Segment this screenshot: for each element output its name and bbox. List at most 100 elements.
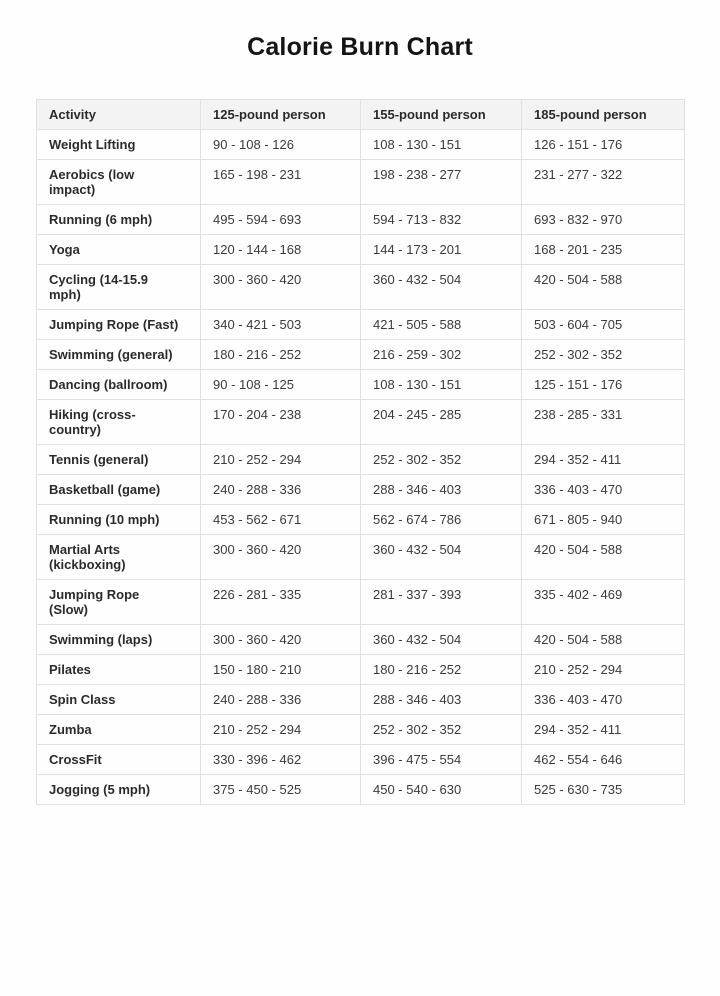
calories-cell: 450 - 540 - 630 [360,774,522,805]
calories-cell: 252 - 302 - 352 [360,714,522,745]
calories-cell: 671 - 805 - 940 [521,504,685,535]
calories-cell: 421 - 505 - 588 [360,309,522,340]
table-row: Aerobics (low impact) 165 - 198 - 231 198 … [36,159,685,205]
activity-cell: Hiking (cross- country) [36,399,201,445]
calories-cell: 108 - 130 - 151 [360,129,522,160]
table-row: Jogging (5 mph) 375 - 450 - 525 450 - 540 … [36,774,685,805]
calories-cell: 198 - 238 - 277 [360,159,522,205]
calories-cell: 396 - 475 - 554 [360,744,522,775]
activity-cell: Basketball (game) [36,474,201,505]
page-title: Calorie Burn Chart [247,33,473,61]
calories-cell: 420 - 504 - 588 [521,264,685,310]
table-row: Cycling (14-15.9 mph) 300 - 360 - 420 360 … [36,264,685,310]
calories-cell: 562 - 674 - 786 [360,504,522,535]
activity-cell: Cycling (14-15.9 mph) [36,264,201,310]
activity-cell: Jogging (5 mph) [36,774,201,805]
calories-cell: 210 - 252 - 294 [521,654,685,685]
calories-cell: 693 - 832 - 970 [521,204,685,235]
calories-cell: 525 - 630 - 735 [521,774,685,805]
calories-cell: 300 - 360 - 420 [200,264,361,310]
calories-cell: 150 - 180 - 210 [200,654,361,685]
table-row: Running (10 mph) 453 - 562 - 671 562 - 674… [36,504,685,535]
calories-cell: 240 - 288 - 336 [200,474,361,505]
activity-cell: Tennis (general) [36,444,201,475]
calories-cell: 330 - 396 - 462 [200,744,361,775]
calories-cell: 210 - 252 - 294 [200,714,361,745]
calories-cell: 226 - 281 - 335 [200,579,361,625]
column-header-155-pound: 155-pound person [360,99,522,130]
calories-cell: 294 - 352 - 411 [521,444,685,475]
calories-cell: 375 - 450 - 525 [200,774,361,805]
calories-cell: 180 - 216 - 252 [360,654,522,685]
table-row: Zumba 210 - 252 - 294 252 - 302 - 352 294 -… [36,714,685,745]
column-header-185-pound: 185-pound person [521,99,685,130]
calories-cell: 360 - 432 - 504 [360,624,522,655]
table-row: CrossFit 330 - 396 - 462 396 - 475 - 554 46… [36,744,685,775]
calories-cell: 168 - 201 - 235 [521,234,685,265]
calories-cell: 125 - 151 - 176 [521,369,685,400]
calories-cell: 300 - 360 - 420 [200,624,361,655]
calorie-burn-table: Activity 125-pound person 155-pound pers… [36,99,685,805]
activity-cell: Pilates [36,654,201,685]
calories-cell: 120 - 144 - 168 [200,234,361,265]
column-header-125-pound: 125-pound person [200,99,361,130]
calories-cell: 180 - 216 - 252 [200,339,361,370]
calories-cell: 204 - 245 - 285 [360,399,522,445]
activity-cell: Aerobics (low impact) [36,159,201,205]
table-row: Yoga 120 - 144 - 168 144 - 173 - 201 168 - … [36,234,685,265]
calories-cell: 90 - 108 - 125 [200,369,361,400]
calories-cell: 240 - 288 - 336 [200,684,361,715]
calories-cell: 294 - 352 - 411 [521,714,685,745]
calories-cell: 288 - 346 - 403 [360,474,522,505]
table-row: Jumping Rope (Fast) 340 - 421 - 503 421 - … [36,309,685,340]
column-header-activity: Activity [36,99,201,130]
calories-cell: 252 - 302 - 352 [360,444,522,475]
table-row: Swimming (laps) 300 - 360 - 420 360 - 432 … [36,624,685,655]
activity-cell: Weight Lifting [36,129,201,160]
table-body: Weight Lifting 90 - 108 - 126 108 - 130 - … [36,129,685,805]
calories-cell: 336 - 403 - 470 [521,474,685,505]
table-row: Spin Class 240 - 288 - 336 288 - 346 - 403… [36,684,685,715]
table-row: Basketball (game) 240 - 288 - 336 288 - 34… [36,474,685,505]
table-row: Weight Lifting 90 - 108 - 126 108 - 130 - … [36,129,685,160]
table-header: Activity 125-pound person 155-pound pers… [36,99,685,130]
activity-cell: Zumba [36,714,201,745]
calories-cell: 252 - 302 - 352 [521,339,685,370]
activity-cell: Dancing (ballroom) [36,369,201,400]
calories-cell: 594 - 713 - 832 [360,204,522,235]
calories-cell: 340 - 421 - 503 [200,309,361,340]
calories-cell: 210 - 252 - 294 [200,444,361,475]
calories-cell: 336 - 403 - 470 [521,684,685,715]
activity-cell: CrossFit [36,744,201,775]
activity-cell: Jumping Rope (Slow) [36,579,201,625]
calories-cell: 126 - 151 - 176 [521,129,685,160]
table-row: Tennis (general) 210 - 252 - 294 252 - 302… [36,444,685,475]
calories-cell: 281 - 337 - 393 [360,579,522,625]
calories-cell: 503 - 604 - 705 [521,309,685,340]
header-row: Activity 125-pound person 155-pound pers… [36,99,685,130]
calories-cell: 453 - 562 - 671 [200,504,361,535]
calories-cell: 300 - 360 - 420 [200,534,361,580]
calories-cell: 108 - 130 - 151 [360,369,522,400]
activity-cell: Martial Arts (kickboxing) [36,534,201,580]
activity-cell: Running (10 mph) [36,504,201,535]
calories-cell: 420 - 504 - 588 [521,624,685,655]
calories-cell: 170 - 204 - 238 [200,399,361,445]
calories-cell: 495 - 594 - 693 [200,204,361,235]
table-row: Swimming (general) 180 - 216 - 252 216 - 2… [36,339,685,370]
table-row: Dancing (ballroom) 90 - 108 - 125 108 - 13… [36,369,685,400]
calories-cell: 216 - 259 - 302 [360,339,522,370]
table-row: Running (6 mph) 495 - 594 - 693 594 - 713 … [36,204,685,235]
calories-cell: 144 - 173 - 201 [360,234,522,265]
activity-cell: Yoga [36,234,201,265]
activity-cell: Spin Class [36,684,201,715]
calories-cell: 238 - 285 - 331 [521,399,685,445]
activity-cell: Swimming (laps) [36,624,201,655]
calories-cell: 420 - 504 - 588 [521,534,685,580]
table-row: Pilates 150 - 180 - 210 180 - 216 - 252 210… [36,654,685,685]
activity-cell: Jumping Rope (Fast) [36,309,201,340]
activity-cell: Swimming (general) [36,339,201,370]
calories-cell: 231 - 277 - 322 [521,159,685,205]
calories-cell: 165 - 198 - 231 [200,159,361,205]
